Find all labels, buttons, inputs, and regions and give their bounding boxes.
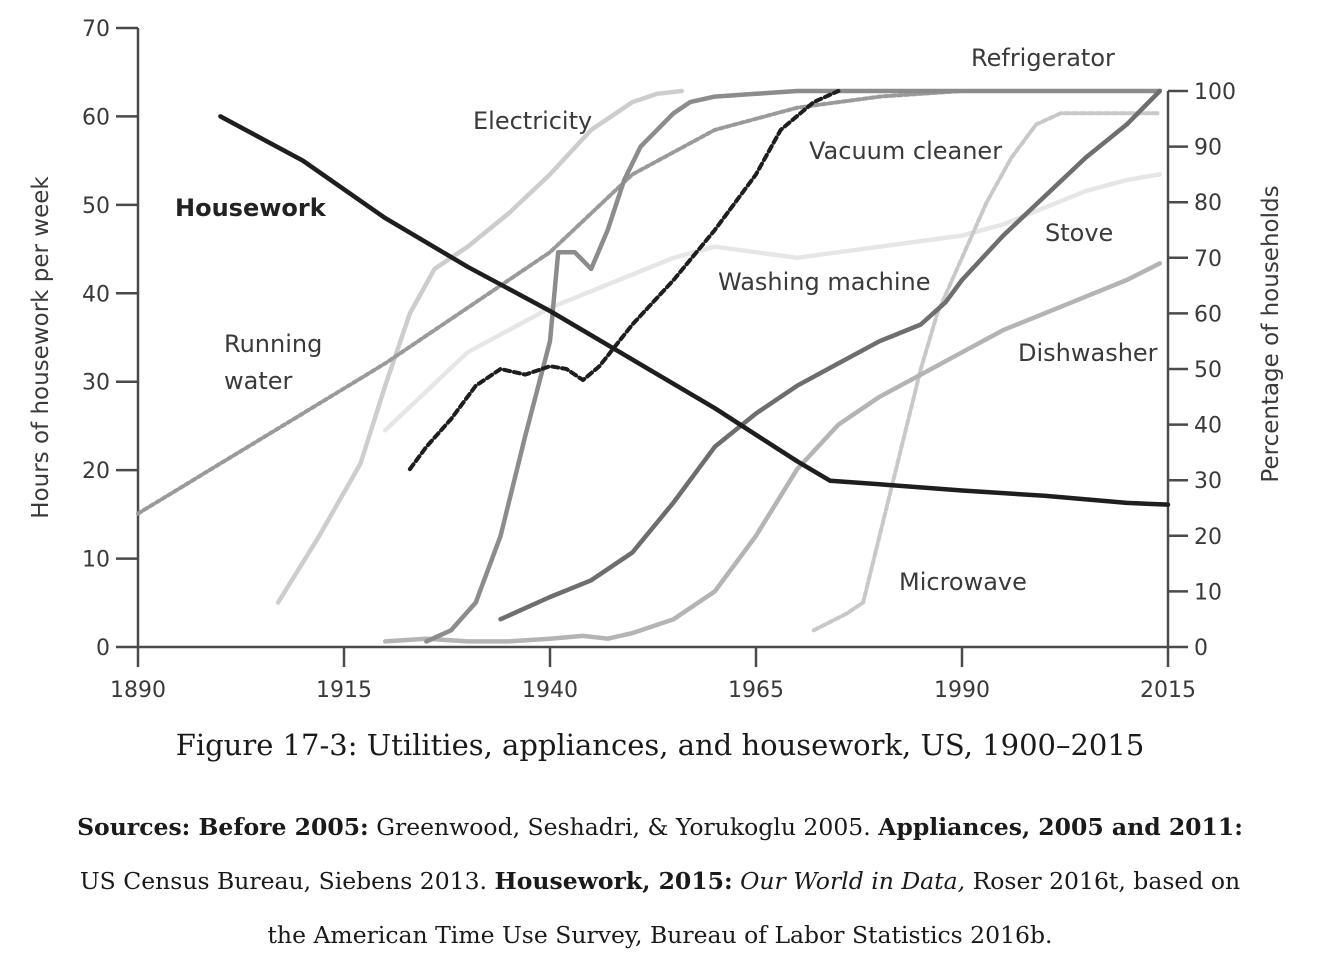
figure-caption: Figure 17-3: Utilities, appliances, and … — [175, 728, 1145, 762]
series-labels: Housework Running water Electricity Refr… — [175, 44, 1158, 596]
sources-note: Sources: Before 2005: Greenwood, Seshadr… — [60, 800, 1260, 962]
series-line-housework — [218, 114, 1171, 507]
label-vacuum-cleaner: Vacuum cleaner — [809, 137, 1002, 165]
right-tick-label: 20 — [1194, 525, 1222, 550]
label-dishwasher: Dishwasher — [1018, 339, 1158, 367]
x-tick-label: 1990 — [934, 678, 990, 703]
chart-area: 0 10 20 30 40 50 60 70 0 10 20 30 40 50 60 70 80 90 100 189… — [28, 17, 1284, 703]
series-layer — [136, 88, 1171, 644]
sources-text-appliances: US Census Bureau, Siebens 2013. — [79, 867, 495, 895]
x-tick-label: 1915 — [316, 678, 372, 703]
series-line-stove — [498, 88, 1163, 622]
series-line-dishwasher — [382, 261, 1163, 644]
x-tick-label: 2015 — [1140, 678, 1196, 703]
label-running-water-line2: water — [224, 367, 293, 395]
y-axis-right-title: Percentage of households — [1258, 185, 1284, 482]
right-tick-label: 10 — [1194, 580, 1222, 605]
sources-text-owid: Our World in Data, — [740, 867, 966, 895]
right-tick-label: 40 — [1194, 414, 1222, 439]
label-housework: Housework — [175, 194, 327, 222]
sources-label-before: Sources: Before 2005: — [77, 813, 369, 841]
sources-text-before: Greenwood, Seshadri, & Yorukoglu 2005. — [368, 813, 879, 841]
right-tick-label: 80 — [1194, 191, 1222, 216]
series-line-washing-machine — [382, 172, 1163, 433]
x-tick-label: 1965 — [728, 678, 784, 703]
left-tick-label: 40 — [82, 282, 110, 307]
left-tick-label: 10 — [82, 548, 110, 573]
right-tick-label: 90 — [1194, 136, 1222, 161]
label-washing-machine: Washing machine — [718, 268, 931, 296]
label-running-water-line1: Running — [224, 330, 322, 358]
label-refrigerator: Refrigerator — [971, 44, 1115, 72]
sources-text-rest: Roser 2016t, based on the American Time … — [267, 867, 1241, 949]
axes: 0 10 20 30 40 50 60 70 0 10 20 30 40 50 60 70 80 90 100 189… — [28, 17, 1284, 703]
label-microwave: Microwave — [899, 568, 1027, 596]
series-line-microwave — [811, 111, 1162, 633]
left-tick-label: 50 — [82, 194, 110, 219]
right-tick-label: 60 — [1194, 302, 1222, 327]
label-electricity: Electricity — [473, 107, 592, 135]
left-tick-label: 30 — [82, 371, 110, 396]
series-line-vacuum-cleaner — [407, 89, 841, 472]
right-tick-label: 50 — [1194, 358, 1222, 383]
left-tick-label: 60 — [82, 105, 110, 130]
x-tick-label: 1940 — [522, 678, 578, 703]
left-tick-label: 70 — [82, 17, 110, 42]
series-line-electricity — [275, 88, 685, 605]
series-line-running-water — [136, 89, 1047, 516]
y-axis-left-title: Hours of housework per week — [28, 176, 54, 519]
left-tick-label: 0 — [96, 636, 110, 661]
left-tick-label: 20 — [82, 459, 110, 484]
right-tick-label: 100 — [1194, 80, 1236, 105]
sources-label-appliances: Appliances, 2005 and 2011: — [878, 813, 1243, 841]
x-tick-label: 1890 — [110, 678, 166, 703]
sources-label-housework: Housework, 2015: — [494, 867, 733, 895]
right-tick-label: 70 — [1194, 247, 1222, 272]
right-tick-label: 0 — [1194, 636, 1208, 661]
right-tick-label: 30 — [1194, 469, 1222, 494]
label-stove: Stove — [1045, 219, 1113, 247]
